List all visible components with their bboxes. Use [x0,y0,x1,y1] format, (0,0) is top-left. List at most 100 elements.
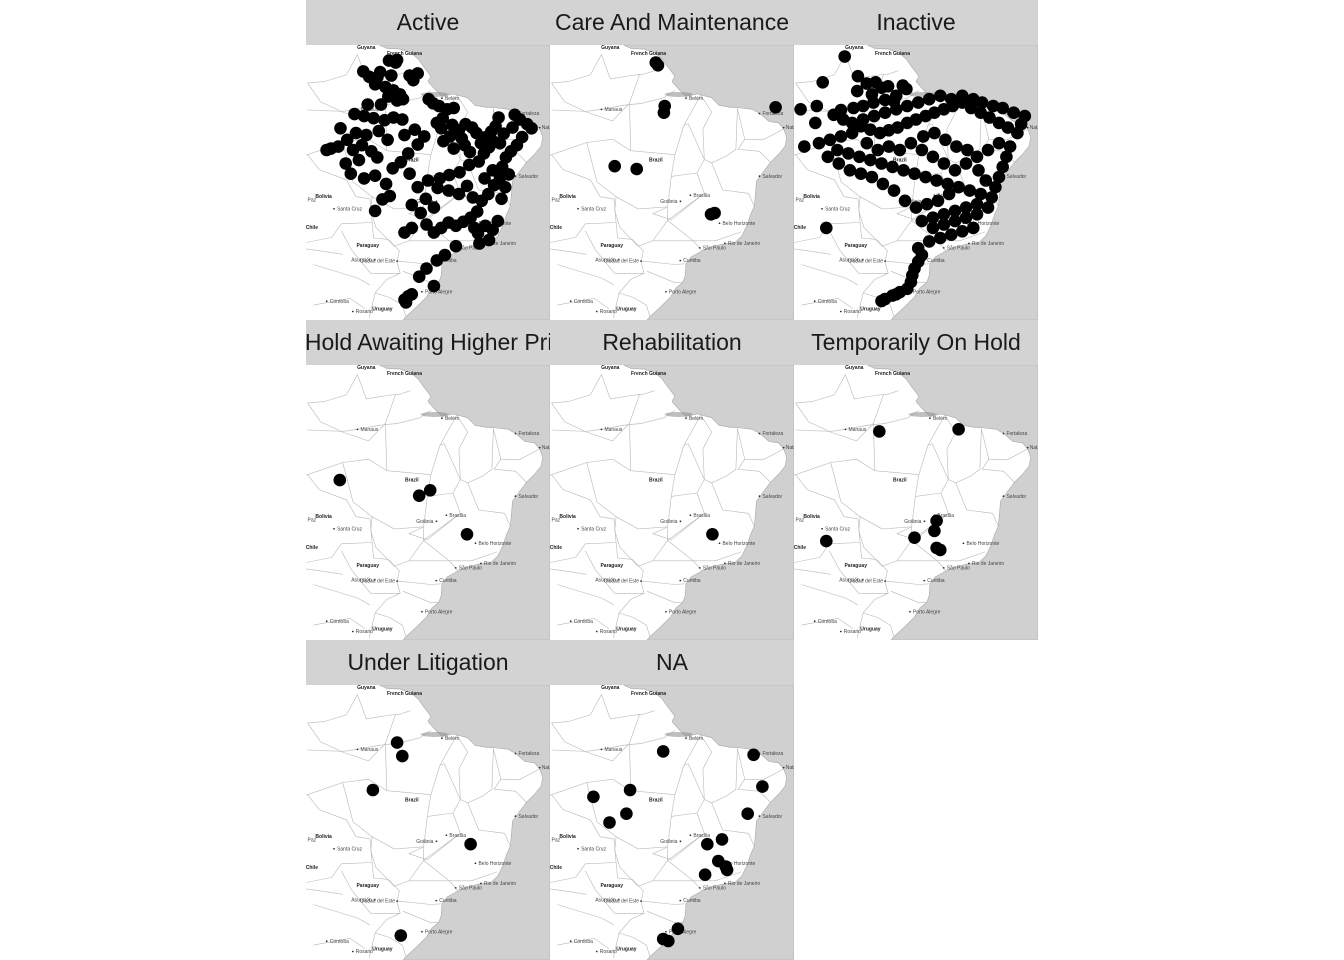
site-point [875,81,888,94]
city-label: Salvador [762,494,782,500]
site-point [820,534,833,548]
city-label: Manaus [360,747,378,753]
site-point [497,127,510,140]
site-point [911,96,925,109]
site-point [856,113,870,126]
city-label: Córdoba [574,619,593,625]
site-point [433,172,447,185]
site-point [339,157,352,170]
site-point [934,89,947,103]
site-point [367,111,380,125]
city-label: Brasília [449,833,466,839]
site-point [421,174,435,187]
site-point [979,174,993,187]
country-label: Guyana [357,685,376,691]
city-label: Santa Cruz [337,526,363,532]
country-label: French Guiana [387,691,422,697]
site-point [396,749,409,763]
country-label: Chile [306,225,318,231]
facet-strip: Rehabilitation [550,320,794,365]
country-label: French Guiana [875,371,910,377]
basemap: Guyana French Guiana Brazil Bolivia Paraguay… [794,45,1038,320]
country-label: Guyana [601,365,620,371]
city-label: Brasília [693,193,710,199]
country-label: French Guiana [387,371,422,377]
city-label: La Paz [794,518,805,524]
city-label: Porto Alegre [425,289,453,295]
city-label: Rosario [356,949,373,955]
city-label: Belém [445,96,459,102]
site-point [920,197,934,211]
city-label: Belém [689,416,703,422]
city-label: Goiânia [416,519,433,525]
site-point [864,153,877,167]
facet-strip: Inactive [794,0,1038,45]
country-label: Guyana [357,365,376,371]
city-label: Rio de Janeiro [728,241,760,247]
facet-panel: Care And Maintenance Guyana French Guiana B… [550,0,794,320]
city-label: Santa Cruz [337,846,363,852]
city-label: Natal [1030,125,1038,131]
site-point [810,99,824,113]
facet-panel: Temporarily On Hold Guyana French Guiana Br… [794,320,1038,640]
site-point [720,863,734,877]
site-point [820,221,833,235]
basemap: Guyana French Guiana Brazil Bolivia Paraguay… [306,685,550,960]
site-point [867,109,881,123]
country-label: Chile [550,225,562,231]
city-label: Rosario [844,629,861,635]
site-point [948,204,962,218]
site-point [379,177,393,191]
city-label: Ciudad del Este [604,899,640,905]
city-label: La Paz [306,198,317,204]
city-label: São Paulo [459,885,482,891]
site-point [816,76,829,89]
site-point [827,108,840,122]
city-label: Fortaleza [762,431,783,437]
site-point [834,130,848,143]
site-point [843,164,857,177]
city-label: Brasília [449,513,466,519]
site-point [1001,121,1015,134]
site-point [371,151,384,164]
city-label: Rosario [600,309,617,315]
site-point [847,101,860,115]
site-point [495,192,508,206]
basemap: Guyana French Guiana Brazil Bolivia Paraguay… [550,685,794,960]
city-label: Ciudad del Este [848,579,884,585]
site-point [904,136,918,150]
city-label: Belo Horizonte [722,541,755,547]
city-label: Porto Alegre [425,929,453,935]
country-label: Paraguay [356,563,379,569]
site-point [860,136,874,150]
site-point [608,159,621,173]
site-point [405,198,419,212]
site-point [838,50,851,63]
country-label: Brazil [405,158,419,164]
city-label: Goiânia [904,519,921,525]
site-point [706,528,719,541]
city-label: Belo Horizonte [478,541,511,547]
country-label: French Guiana [631,691,666,697]
city-label: Natal [542,765,550,771]
ocean [379,685,550,960]
city-label: Porto Alegre [669,609,697,615]
ocean [623,365,794,640]
site-point [470,126,483,140]
site-point [893,143,907,157]
site-point [418,130,431,143]
site-point [930,514,943,528]
site-point [437,134,450,148]
city-label: La Paz [794,198,805,204]
site-point [986,99,1000,113]
site-point [741,807,754,820]
facet-strip: Care And Maintenance [550,0,794,45]
country-label: Brazil [405,478,419,484]
country-label: French Guiana [631,51,666,57]
country-label: Paraguay [600,563,623,569]
site-point [809,116,822,130]
city-label: Goiânia [416,839,433,845]
country-label: Guyana [357,45,376,51]
site-point [453,166,466,179]
site-point [394,929,408,942]
